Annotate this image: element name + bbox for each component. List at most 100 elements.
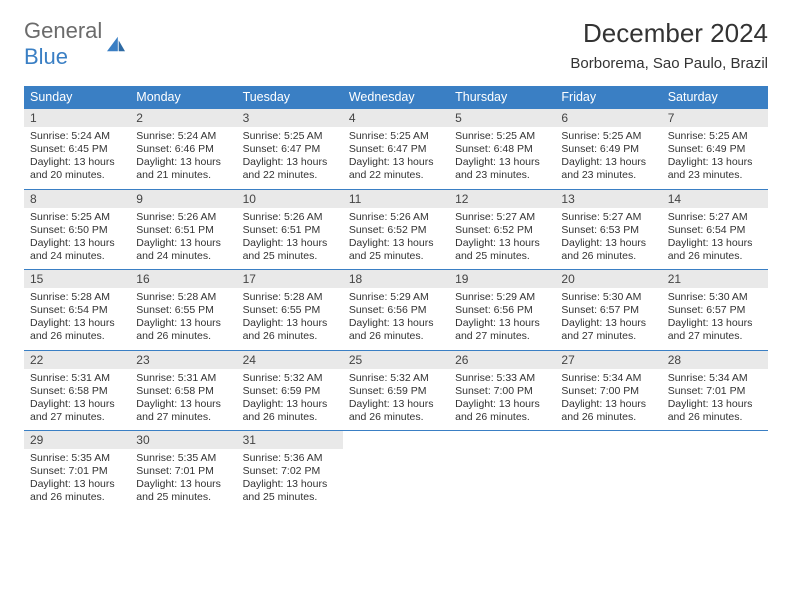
day-details: Sunrise: 5:29 AMSunset: 6:56 PMDaylight:…	[343, 288, 449, 350]
sunrise-line: Sunrise: 5:35 AM	[136, 452, 230, 465]
daylight-line: Daylight: 13 hours and 26 minutes.	[243, 317, 337, 343]
weekday-header: Thursday	[449, 86, 555, 109]
day-number: 23	[130, 351, 236, 369]
day-details: Sunrise: 5:25 AMSunset: 6:47 PMDaylight:…	[237, 127, 343, 189]
weekday-header: Wednesday	[343, 86, 449, 109]
sunrise-line: Sunrise: 5:25 AM	[561, 130, 655, 143]
daylight-line: Daylight: 13 hours and 26 minutes.	[243, 398, 337, 424]
day-details: Sunrise: 5:28 AMSunset: 6:54 PMDaylight:…	[24, 288, 130, 350]
calendar-cell: 9Sunrise: 5:26 AMSunset: 6:51 PMDaylight…	[130, 189, 236, 270]
day-details: Sunrise: 5:25 AMSunset: 6:47 PMDaylight:…	[343, 127, 449, 189]
day-number: 7	[662, 109, 768, 127]
sunrise-line: Sunrise: 5:27 AM	[455, 211, 549, 224]
day-number: 17	[237, 270, 343, 288]
calendar-cell: 29Sunrise: 5:35 AMSunset: 7:01 PMDayligh…	[24, 431, 130, 511]
title-block: December 2024 Borborema, Sao Paulo, Braz…	[570, 18, 768, 72]
sunrise-line: Sunrise: 5:34 AM	[668, 372, 762, 385]
daylight-line: Daylight: 13 hours and 25 minutes.	[455, 237, 549, 263]
sunrise-line: Sunrise: 5:25 AM	[349, 130, 443, 143]
day-number: 30	[130, 431, 236, 449]
day-number: 6	[555, 109, 661, 127]
sunset-line: Sunset: 6:49 PM	[561, 143, 655, 156]
calendar-cell: 5Sunrise: 5:25 AMSunset: 6:48 PMDaylight…	[449, 109, 555, 190]
daylight-line: Daylight: 13 hours and 26 minutes.	[455, 398, 549, 424]
sunset-line: Sunset: 6:56 PM	[455, 304, 549, 317]
sunset-line: Sunset: 6:52 PM	[455, 224, 549, 237]
day-details: Sunrise: 5:25 AMSunset: 6:49 PMDaylight:…	[555, 127, 661, 189]
sunset-line: Sunset: 6:54 PM	[668, 224, 762, 237]
day-details: Sunrise: 5:29 AMSunset: 6:56 PMDaylight:…	[449, 288, 555, 350]
sunset-line: Sunset: 6:51 PM	[136, 224, 230, 237]
daylight-line: Daylight: 13 hours and 24 minutes.	[30, 237, 124, 263]
day-details: Sunrise: 5:34 AMSunset: 7:01 PMDaylight:…	[662, 369, 768, 431]
daylight-line: Daylight: 13 hours and 24 minutes.	[136, 237, 230, 263]
sunset-line: Sunset: 6:47 PM	[243, 143, 337, 156]
sunset-line: Sunset: 6:48 PM	[455, 143, 549, 156]
calendar-cell: 25Sunrise: 5:32 AMSunset: 6:59 PMDayligh…	[343, 350, 449, 431]
sunset-line: Sunset: 6:51 PM	[243, 224, 337, 237]
sunrise-line: Sunrise: 5:32 AM	[243, 372, 337, 385]
sunset-line: Sunset: 6:57 PM	[561, 304, 655, 317]
calendar-cell: .	[343, 431, 449, 511]
day-number: 28	[662, 351, 768, 369]
daylight-line: Daylight: 13 hours and 26 minutes.	[349, 398, 443, 424]
day-details: Sunrise: 5:24 AMSunset: 6:46 PMDaylight:…	[130, 127, 236, 189]
calendar-cell: 17Sunrise: 5:28 AMSunset: 6:55 PMDayligh…	[237, 270, 343, 351]
sunset-line: Sunset: 6:57 PM	[668, 304, 762, 317]
calendar-cell: 4Sunrise: 5:25 AMSunset: 6:47 PMDaylight…	[343, 109, 449, 190]
calendar-cell: 2Sunrise: 5:24 AMSunset: 6:46 PMDaylight…	[130, 109, 236, 190]
day-details: Sunrise: 5:28 AMSunset: 6:55 PMDaylight:…	[237, 288, 343, 350]
daylight-line: Daylight: 13 hours and 22 minutes.	[349, 156, 443, 182]
day-details: Sunrise: 5:34 AMSunset: 7:00 PMDaylight:…	[555, 369, 661, 431]
day-details: Sunrise: 5:25 AMSunset: 6:50 PMDaylight:…	[24, 208, 130, 270]
calendar-cell: 18Sunrise: 5:29 AMSunset: 6:56 PMDayligh…	[343, 270, 449, 351]
daylight-line: Daylight: 13 hours and 27 minutes.	[455, 317, 549, 343]
sunset-line: Sunset: 6:59 PM	[349, 385, 443, 398]
sunset-line: Sunset: 7:01 PM	[668, 385, 762, 398]
logo-word-blue: Blue	[24, 44, 68, 69]
sunrise-line: Sunrise: 5:32 AM	[349, 372, 443, 385]
sunrise-line: Sunrise: 5:34 AM	[561, 372, 655, 385]
sunrise-line: Sunrise: 5:24 AM	[30, 130, 124, 143]
sunset-line: Sunset: 6:54 PM	[30, 304, 124, 317]
day-number: 25	[343, 351, 449, 369]
calendar-cell: .	[555, 431, 661, 511]
sunset-line: Sunset: 6:50 PM	[30, 224, 124, 237]
sunset-line: Sunset: 6:58 PM	[30, 385, 124, 398]
sunrise-line: Sunrise: 5:25 AM	[668, 130, 762, 143]
calendar-cell: 11Sunrise: 5:26 AMSunset: 6:52 PMDayligh…	[343, 189, 449, 270]
day-number: 10	[237, 190, 343, 208]
day-number: 24	[237, 351, 343, 369]
day-details: Sunrise: 5:32 AMSunset: 6:59 PMDaylight:…	[343, 369, 449, 431]
sunrise-line: Sunrise: 5:28 AM	[243, 291, 337, 304]
sunrise-line: Sunrise: 5:28 AM	[30, 291, 124, 304]
calendar-week-row: 15Sunrise: 5:28 AMSunset: 6:54 PMDayligh…	[24, 270, 768, 351]
sunrise-line: Sunrise: 5:29 AM	[349, 291, 443, 304]
calendar-week-row: 22Sunrise: 5:31 AMSunset: 6:58 PMDayligh…	[24, 350, 768, 431]
sunrise-line: Sunrise: 5:25 AM	[455, 130, 549, 143]
day-number: 29	[24, 431, 130, 449]
weekday-header: Tuesday	[237, 86, 343, 109]
day-details: Sunrise: 5:25 AMSunset: 6:49 PMDaylight:…	[662, 127, 768, 189]
sunrise-line: Sunrise: 5:28 AM	[136, 291, 230, 304]
weekday-header: Sunday	[24, 86, 130, 109]
day-number: 16	[130, 270, 236, 288]
daylight-line: Daylight: 13 hours and 23 minutes.	[561, 156, 655, 182]
day-details: Sunrise: 5:35 AMSunset: 7:01 PMDaylight:…	[130, 449, 236, 511]
daylight-line: Daylight: 13 hours and 26 minutes.	[668, 398, 762, 424]
daylight-line: Daylight: 13 hours and 27 minutes.	[30, 398, 124, 424]
sunset-line: Sunset: 7:01 PM	[30, 465, 124, 478]
day-details: Sunrise: 5:26 AMSunset: 6:52 PMDaylight:…	[343, 208, 449, 270]
daylight-line: Daylight: 13 hours and 26 minutes.	[561, 398, 655, 424]
daylight-line: Daylight: 13 hours and 23 minutes.	[668, 156, 762, 182]
day-details: Sunrise: 5:31 AMSunset: 6:58 PMDaylight:…	[24, 369, 130, 431]
day-details: Sunrise: 5:33 AMSunset: 7:00 PMDaylight:…	[449, 369, 555, 431]
daylight-line: Daylight: 13 hours and 25 minutes.	[349, 237, 443, 263]
calendar-cell: 27Sunrise: 5:34 AMSunset: 7:00 PMDayligh…	[555, 350, 661, 431]
page-title: December 2024	[570, 18, 768, 49]
calendar-cell: 30Sunrise: 5:35 AMSunset: 7:01 PMDayligh…	[130, 431, 236, 511]
sunrise-line: Sunrise: 5:27 AM	[668, 211, 762, 224]
sunrise-line: Sunrise: 5:31 AM	[30, 372, 124, 385]
day-details: Sunrise: 5:32 AMSunset: 6:59 PMDaylight:…	[237, 369, 343, 431]
sunrise-line: Sunrise: 5:26 AM	[349, 211, 443, 224]
